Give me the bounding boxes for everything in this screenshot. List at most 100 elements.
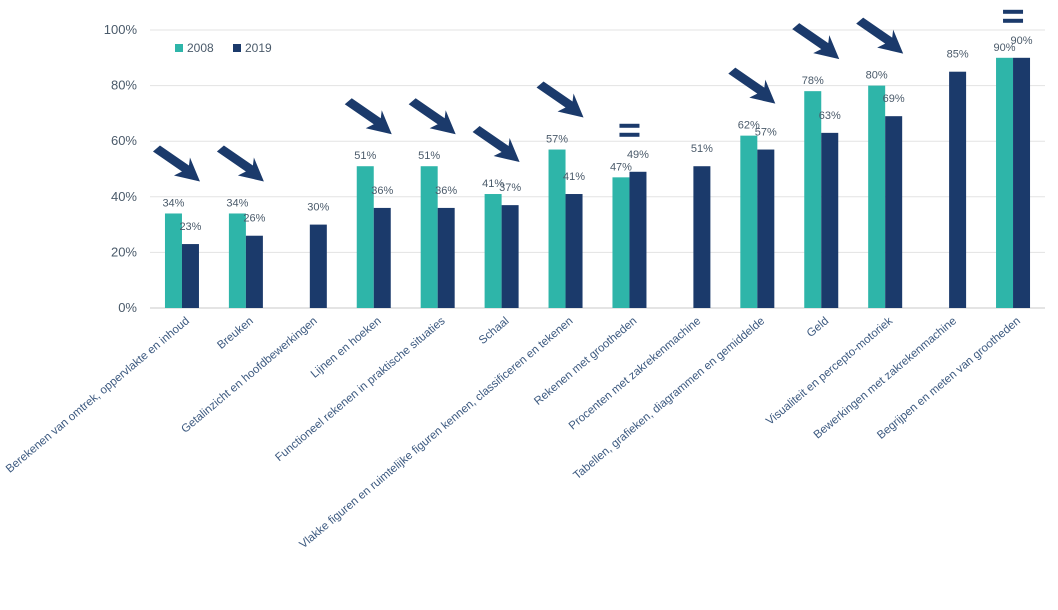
data-labels: 34%23%34%26%30%51%36%51%36%41%37%57%41%4…	[162, 35, 1032, 233]
bar-2008	[420, 166, 438, 308]
equal-bar	[619, 123, 640, 128]
bar-2008	[612, 177, 630, 308]
arrow-shape	[536, 81, 584, 118]
arrow-shape	[344, 98, 392, 135]
x-category-label: Getalinzicht en hoofdbewerkingen	[179, 315, 319, 436]
down-arrow-icon	[472, 126, 520, 163]
data-label: 57%	[546, 134, 568, 146]
data-label: 34%	[162, 197, 184, 209]
x-category-label: Bewerkingen met zakrekenmachine	[812, 315, 959, 441]
arrow-shape	[152, 145, 200, 182]
equal-icon	[619, 123, 640, 137]
bar-2019	[821, 132, 839, 308]
data-label: 57%	[755, 127, 777, 139]
bar-2008	[228, 213, 246, 308]
x-category-label: Rekenen met grootheden	[532, 315, 639, 408]
bar-2019	[629, 171, 647, 308]
down-arrow-icon	[216, 145, 264, 182]
bar-2019	[1013, 57, 1031, 308]
legend: 2008 2019	[175, 41, 272, 55]
data-label: 36%	[371, 185, 393, 197]
bar-2019	[949, 71, 967, 308]
data-label: 37%	[499, 182, 521, 194]
data-label: 23%	[179, 221, 201, 233]
data-label: 78%	[802, 75, 824, 87]
y-tick-label: 60%	[111, 133, 137, 148]
equal-bar	[619, 132, 640, 137]
data-label: 47%	[610, 161, 632, 173]
legend-label: 2019	[245, 41, 272, 55]
bar-2008	[484, 194, 502, 308]
x-category-label: Visualiteit en percepto-motoriek	[764, 315, 895, 428]
bar-2008	[868, 85, 886, 308]
y-tick-label: 80%	[111, 78, 137, 93]
data-label: 90%	[994, 42, 1016, 54]
arrow-shape	[792, 23, 840, 60]
bar-2008	[356, 166, 374, 308]
data-label: 36%	[435, 185, 457, 197]
legend-swatch	[233, 44, 241, 52]
data-label: 41%	[563, 171, 585, 183]
bar-2019	[373, 207, 391, 308]
y-tick-label: 20%	[111, 244, 137, 259]
arrow-shape	[728, 67, 776, 104]
down-arrow-icon	[792, 23, 840, 60]
data-label: 62%	[738, 120, 760, 132]
data-label: 41%	[482, 178, 504, 190]
down-arrow-icon	[536, 81, 584, 118]
bar-2008	[740, 135, 758, 308]
y-tick-label: 100%	[104, 22, 138, 37]
down-arrow-icon	[728, 67, 776, 104]
data-label: 51%	[691, 143, 713, 155]
trend-annotations	[152, 9, 1024, 182]
bar-2008	[996, 57, 1014, 308]
bar-2008	[804, 91, 822, 308]
equal-bar	[1003, 18, 1024, 23]
data-label: 69%	[883, 93, 905, 105]
data-label: 51%	[418, 150, 440, 162]
data-label: 85%	[947, 49, 969, 61]
data-label: 30%	[307, 202, 329, 214]
x-category-label: Procenten met zakrekenmachine	[567, 315, 704, 432]
down-arrow-icon	[152, 145, 200, 182]
bar-2019	[757, 149, 775, 308]
grid-lines	[150, 29, 1045, 309]
equal-bar	[1003, 9, 1024, 14]
data-label: 63%	[819, 110, 841, 122]
arrow-shape	[408, 98, 456, 135]
bar-2019	[501, 205, 519, 308]
data-label: 80%	[866, 70, 888, 82]
x-category-label: Schaal	[477, 315, 512, 347]
data-label: 51%	[354, 150, 376, 162]
y-tick-label: 40%	[111, 189, 137, 204]
bar-2019	[245, 235, 263, 308]
bar-2019	[437, 207, 455, 308]
legend-label: 2008	[187, 41, 214, 55]
x-category-label: Breuken	[215, 315, 256, 352]
bar-2019	[885, 116, 903, 309]
y-tick-label: 0%	[118, 300, 137, 315]
data-label: 49%	[627, 149, 649, 161]
arrow-shape	[856, 17, 904, 54]
data-label: 26%	[243, 213, 265, 225]
x-category-label: Begrijpen en meten van grootheden	[875, 315, 1023, 442]
data-label: 34%	[226, 197, 248, 209]
data-label: 90%	[1011, 35, 1033, 47]
x-axis-labels: Berekenen van omtrek, oppervlakte en inh…	[4, 315, 1023, 551]
bar-2019	[309, 224, 327, 308]
arrow-shape	[472, 126, 520, 163]
bar-2019	[181, 244, 199, 308]
bar-2008	[164, 213, 182, 308]
equal-icon	[1003, 9, 1024, 23]
y-axis-ticks: 0% 20% 40% 60% 80% 100%	[104, 22, 138, 315]
x-category-label: Geld	[805, 315, 831, 340]
bar-2019	[693, 166, 711, 308]
bar-2008	[548, 149, 566, 308]
arrow-shape	[216, 145, 264, 182]
bar-2019	[565, 194, 583, 308]
legend-swatch	[175, 44, 183, 52]
down-arrow-icon	[408, 98, 456, 135]
down-arrow-icon	[344, 98, 392, 135]
x-category-label: Berekenen van omtrek, oppervlakte en inh…	[4, 315, 192, 475]
